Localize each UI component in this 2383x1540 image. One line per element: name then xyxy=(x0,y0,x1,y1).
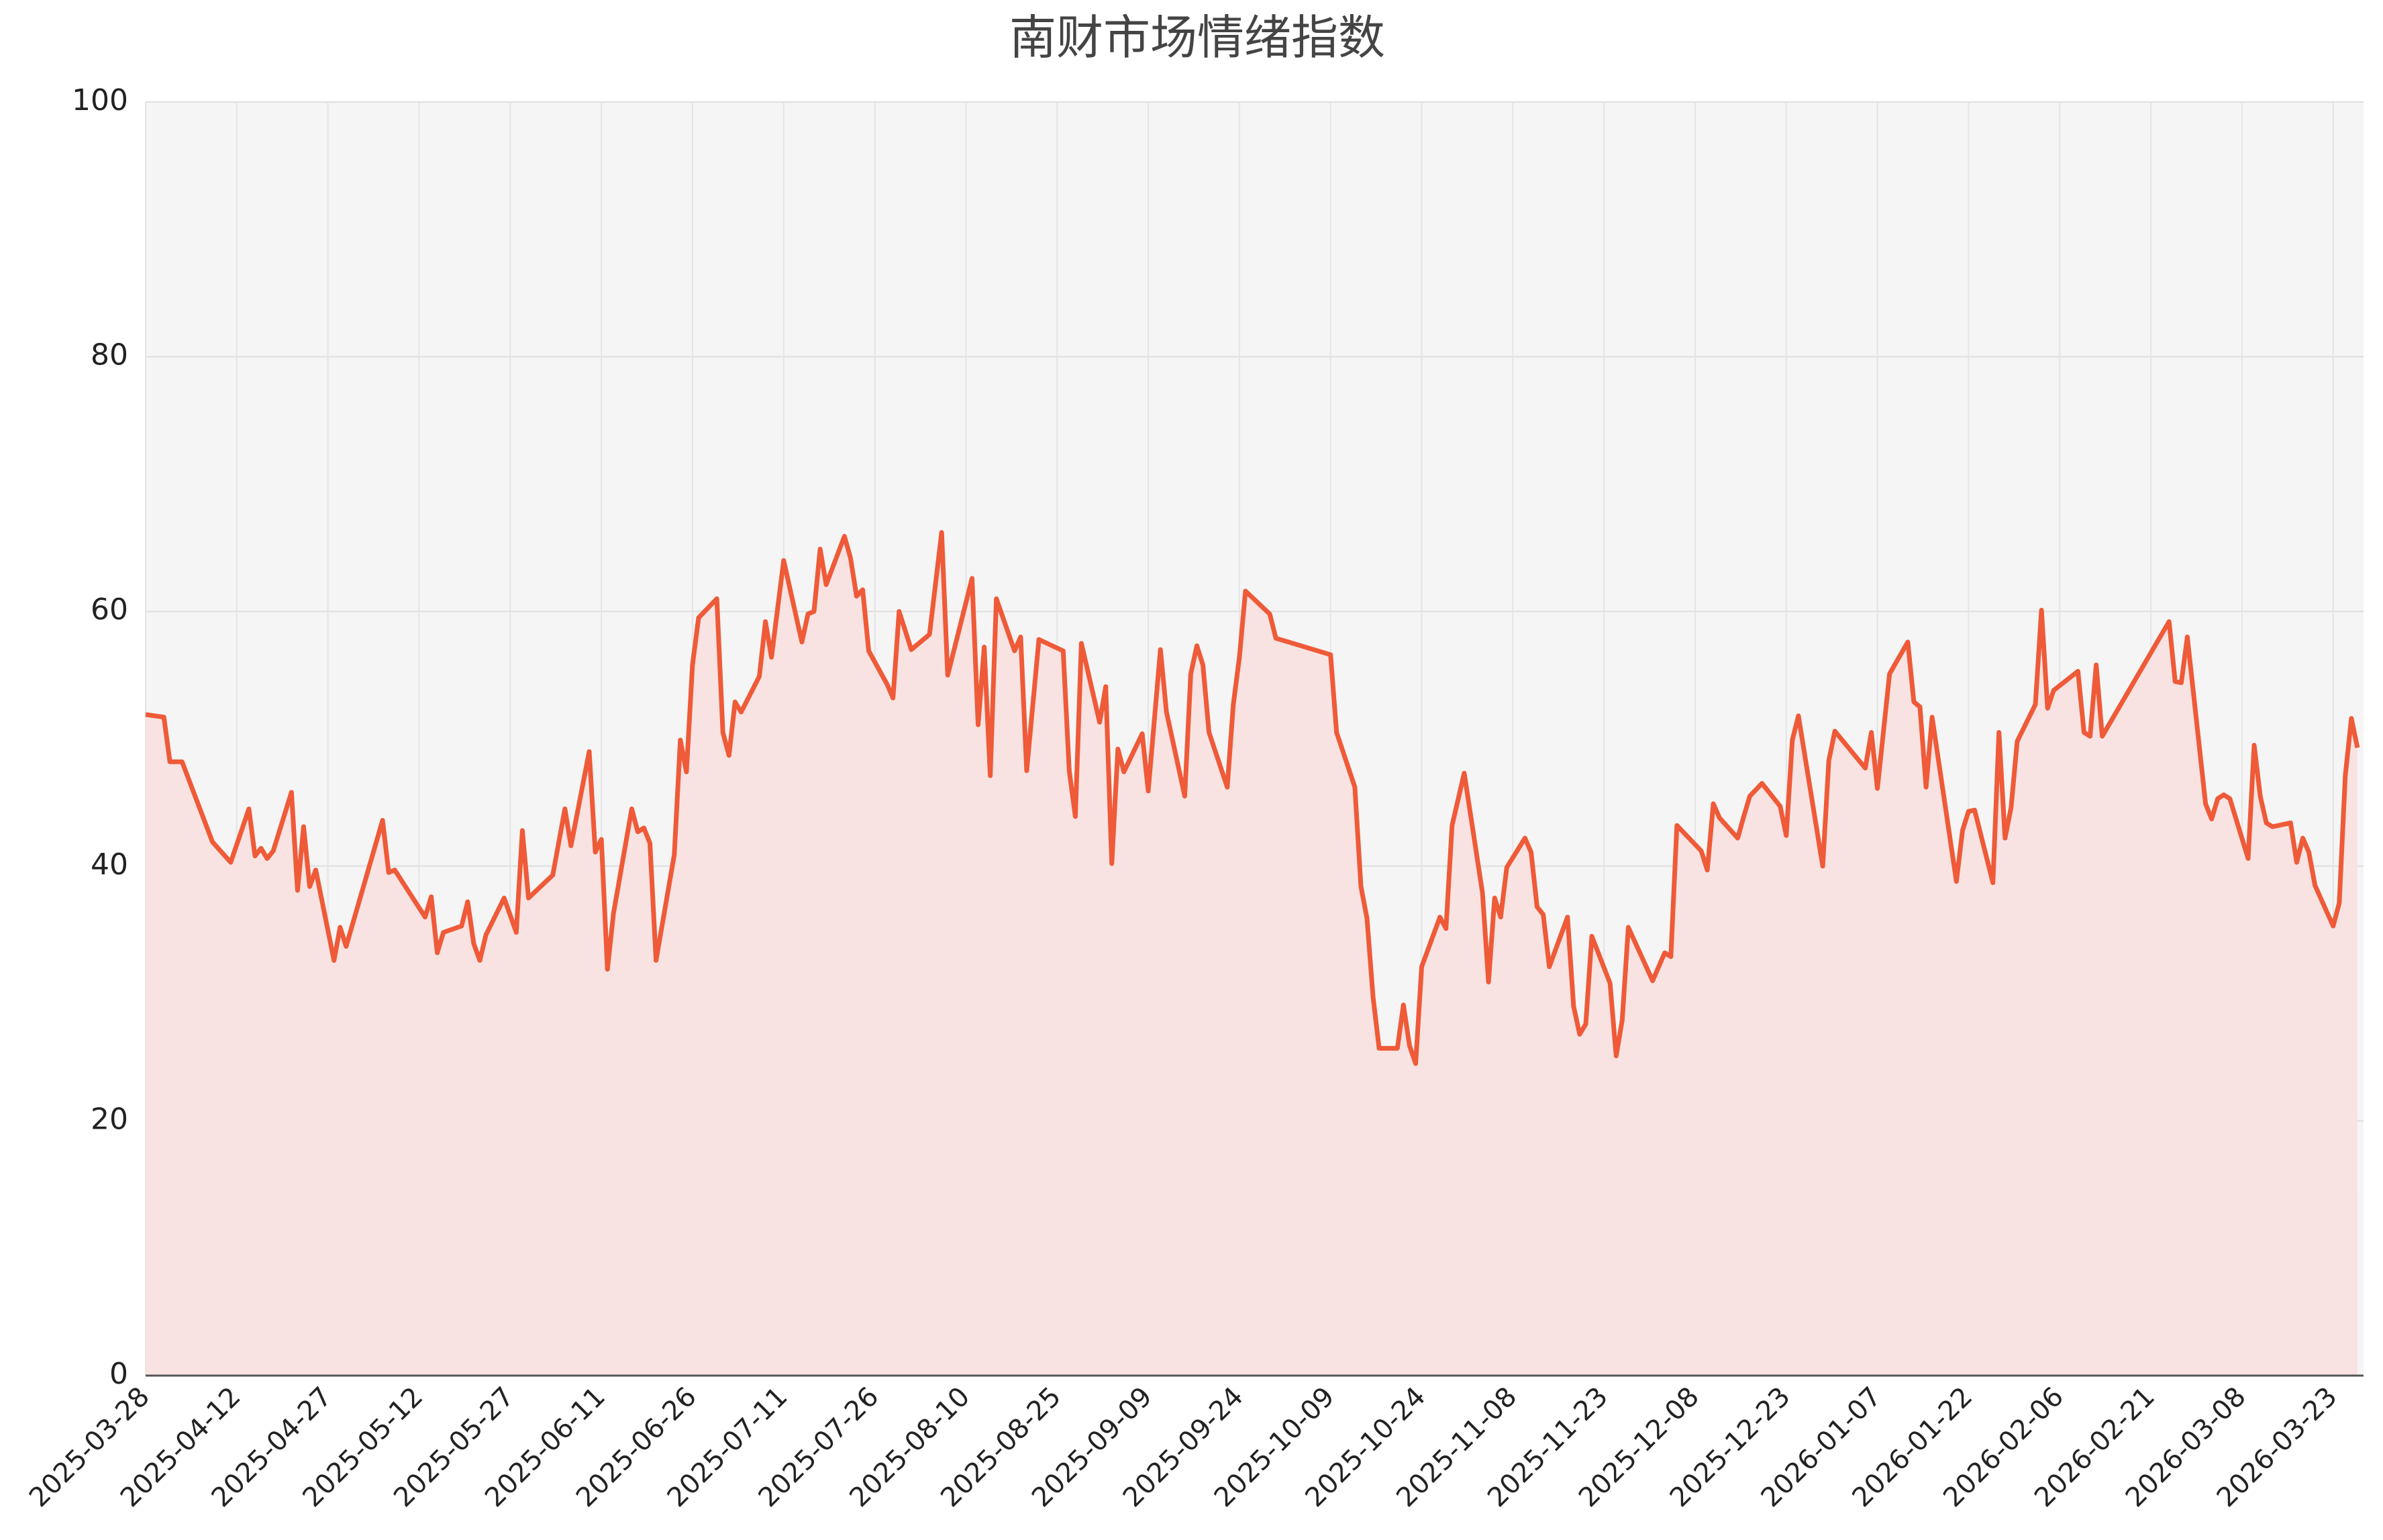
y-tick-label: 60 xyxy=(91,593,128,627)
y-tick-label: 40 xyxy=(91,848,128,882)
y-tick-label: 0 xyxy=(109,1357,128,1391)
area xyxy=(146,532,2357,1376)
y-tick-label: 20 xyxy=(91,1102,128,1136)
chart-title: 南财市场情绪指数 xyxy=(1009,10,1385,65)
y-tick-label: 80 xyxy=(91,338,128,372)
y-tick-label: 100 xyxy=(72,83,128,117)
line xyxy=(145,530,2360,1066)
